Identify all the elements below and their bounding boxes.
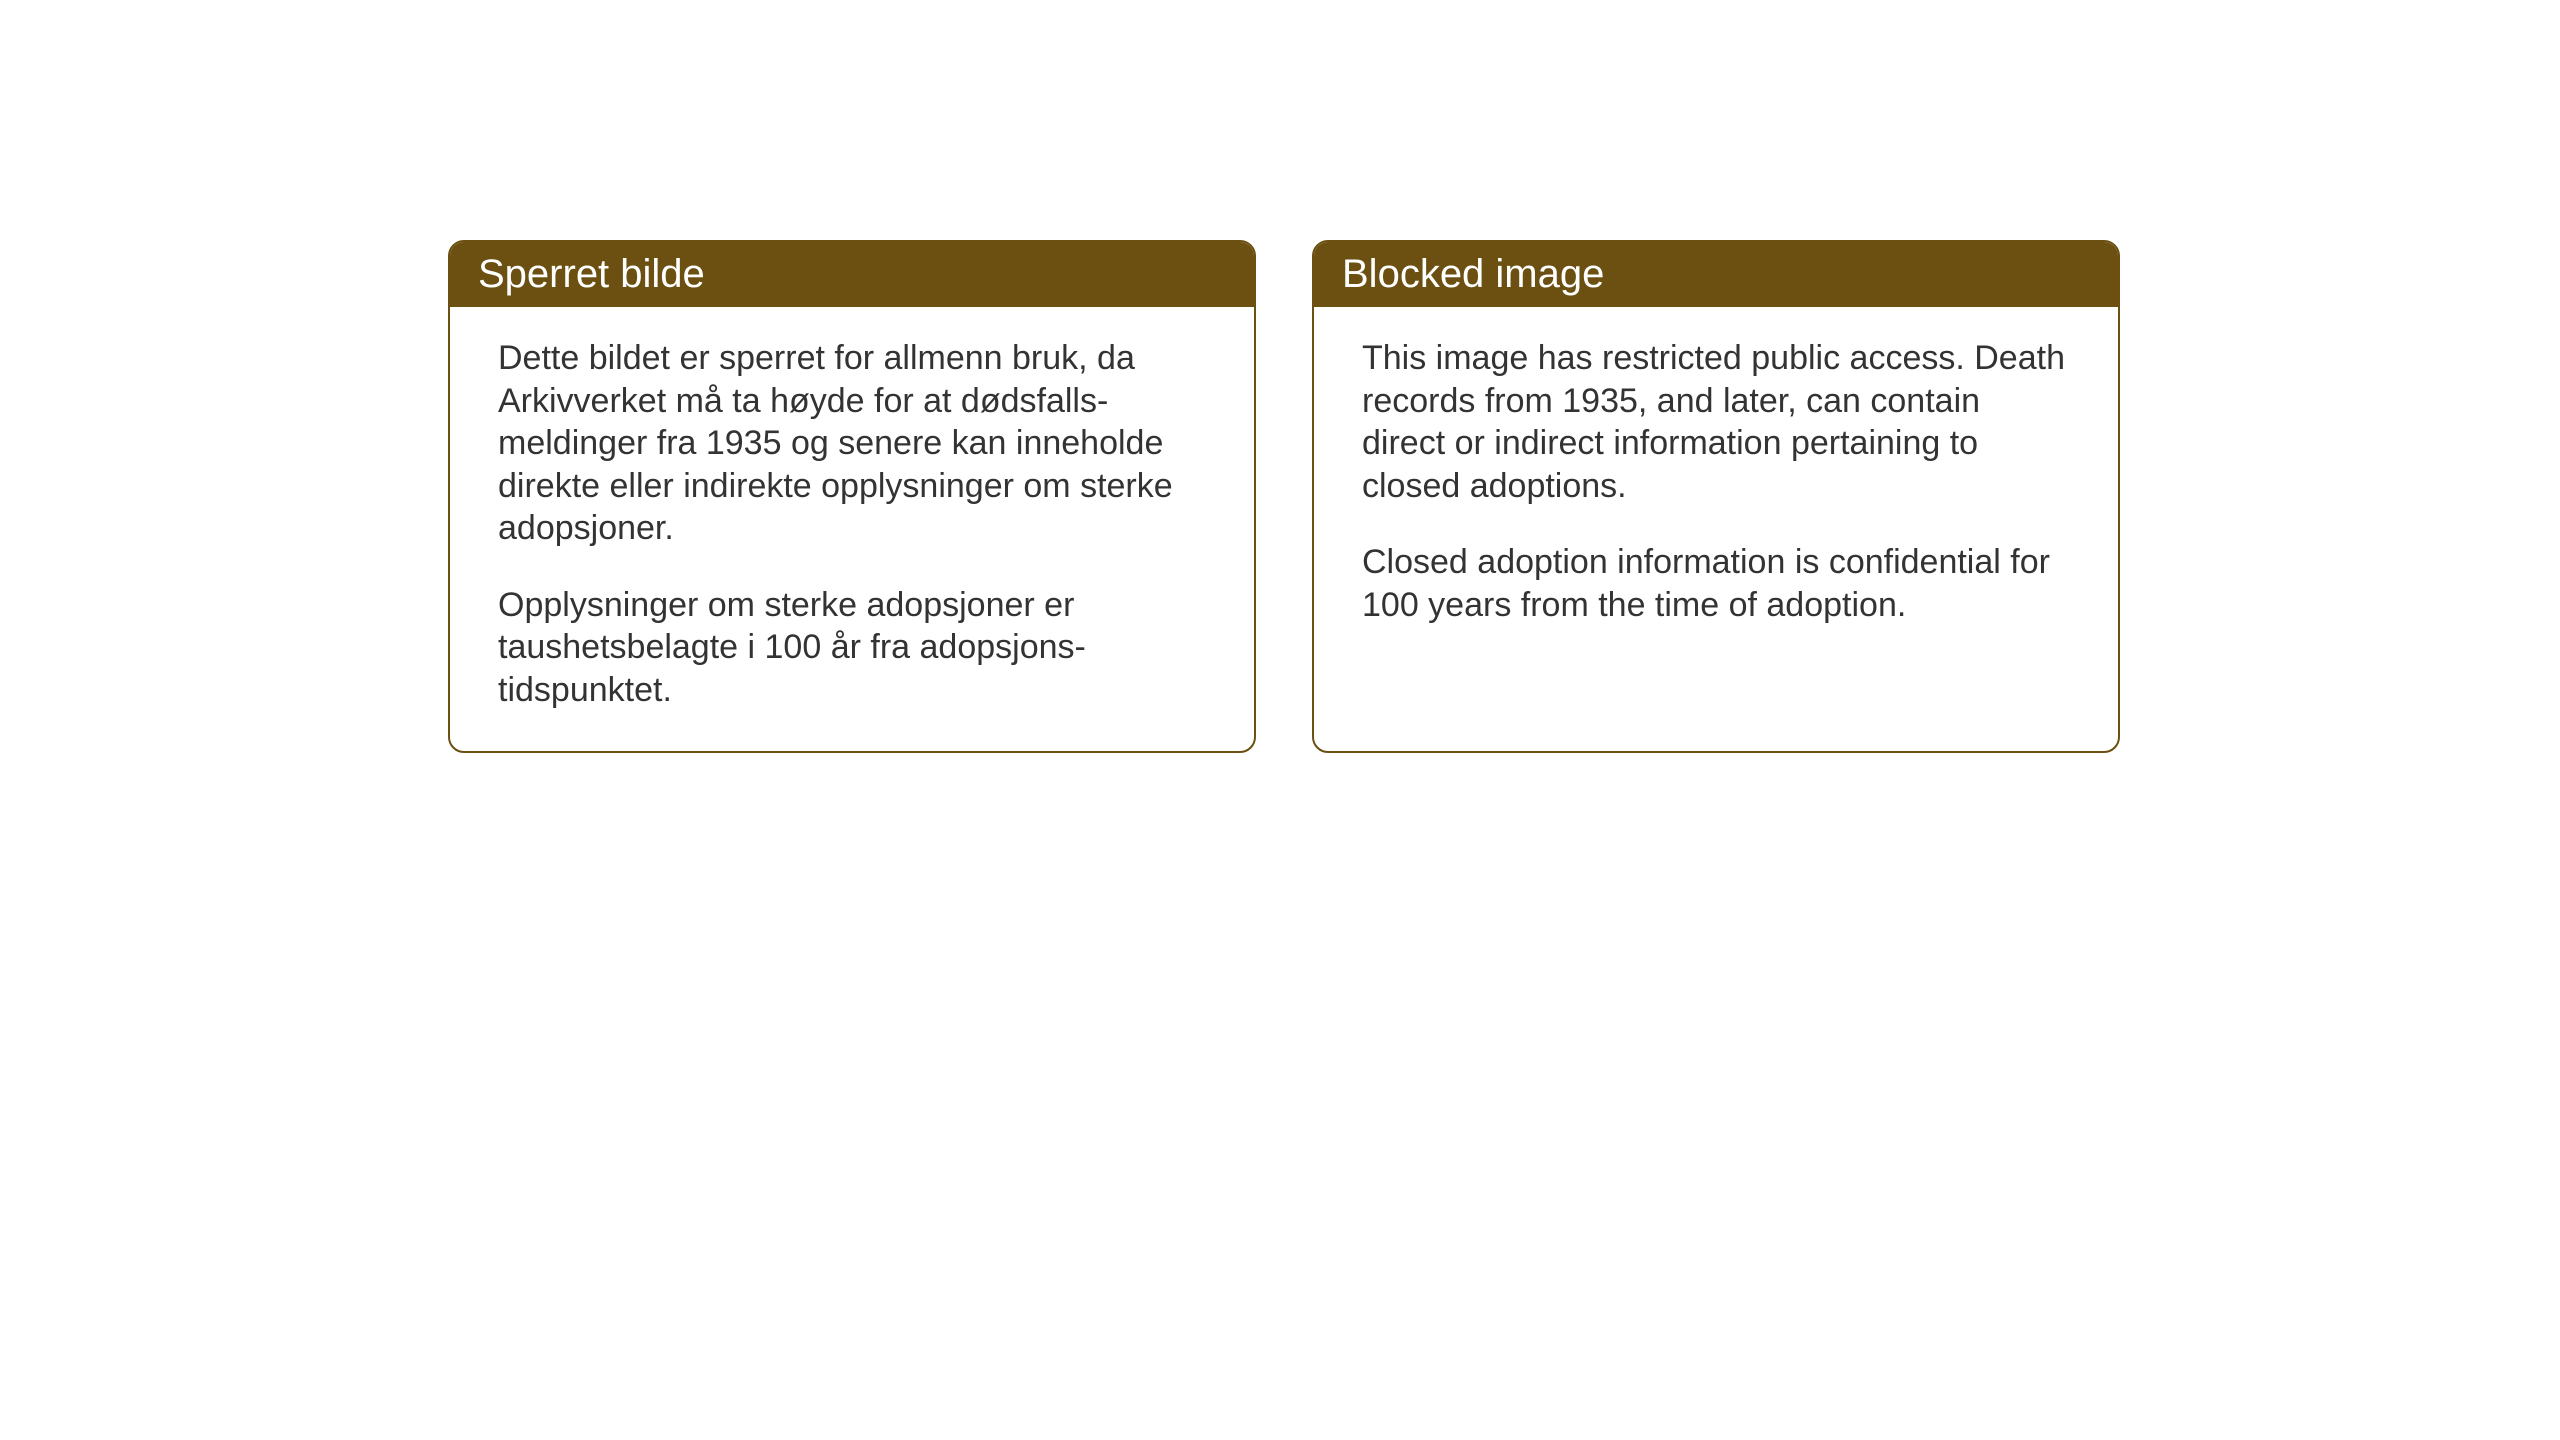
card-paragraph-norwegian-2: Opplysninger om sterke adopsjoner er tau…	[498, 584, 1206, 712]
card-body-norwegian: Dette bildet er sperret for allmenn bruk…	[450, 307, 1254, 751]
card-title-norwegian: Sperret bilde	[478, 252, 705, 296]
notice-card-english: Blocked image This image has restricted …	[1312, 240, 2120, 753]
notice-container: Sperret bilde Dette bildet er sperret fo…	[448, 240, 2120, 753]
card-header-english: Blocked image	[1314, 242, 2118, 307]
card-paragraph-english-1: This image has restricted public access.…	[1362, 337, 2070, 507]
card-title-english: Blocked image	[1342, 252, 1604, 296]
card-header-norwegian: Sperret bilde	[450, 242, 1254, 307]
card-paragraph-norwegian-1: Dette bildet er sperret for allmenn bruk…	[498, 337, 1206, 550]
card-paragraph-english-2: Closed adoption information is confident…	[1362, 541, 2070, 626]
card-body-english: This image has restricted public access.…	[1314, 307, 2118, 747]
notice-card-norwegian: Sperret bilde Dette bildet er sperret fo…	[448, 240, 1256, 753]
